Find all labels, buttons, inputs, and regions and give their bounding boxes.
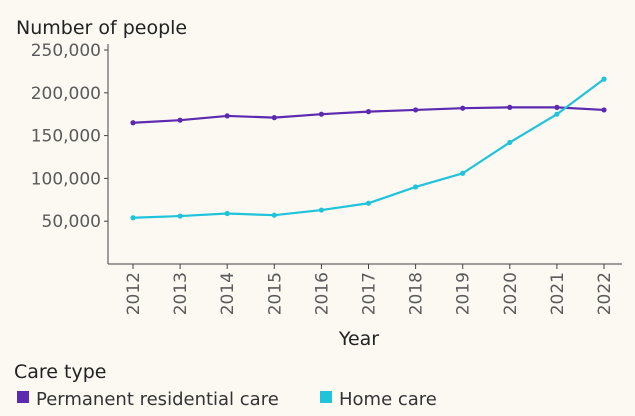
y-tick-label: 150,000 [31, 127, 101, 147]
data-point [460, 170, 466, 176]
x-tick-label: 2017 [360, 272, 380, 315]
data-point [507, 104, 513, 110]
data-point [130, 215, 136, 221]
series-line-1 [132, 78, 605, 219]
data-point [413, 184, 419, 190]
x-axis-ticks: 2012 2013 2014 2015 2016 2017 2018 2019 2020 2021… [124, 264, 615, 315]
y-axis-ticks: 50,000 100,000 150,000 200,000 250,000 [31, 41, 108, 232]
y-tick-label: 250,000 [31, 41, 101, 61]
y-tick-label: 200,000 [31, 84, 101, 104]
data-point [601, 107, 607, 113]
data-point [271, 212, 277, 218]
legend: Permanent residential care Home care [17, 389, 437, 410]
x-tick-label: 2018 [407, 272, 427, 315]
x-tick-label: 2013 [171, 272, 191, 315]
data-point [460, 105, 466, 111]
legend-label: Permanent residential care [36, 389, 279, 410]
x-tick-label: 2016 [312, 272, 332, 315]
y-axis-title: Number of people [16, 17, 187, 39]
x-tick-label: 2019 [454, 272, 474, 315]
legend-title: Care type [14, 361, 106, 383]
data-point [130, 120, 136, 126]
data-point [507, 139, 513, 146]
y-tick-label: 50,000 [42, 212, 101, 232]
y-tick-label: 100,000 [31, 169, 101, 189]
data-point [177, 117, 183, 123]
series-group [130, 76, 607, 221]
data-point [601, 76, 607, 82]
data-point [554, 111, 560, 117]
x-tick-label: 2021 [548, 272, 568, 315]
data-point [365, 200, 372, 206]
data-point [365, 109, 372, 115]
data-point [318, 111, 324, 117]
x-tick-label: 2015 [265, 272, 285, 315]
data-point [318, 207, 324, 213]
x-tick-label: 2012 [124, 272, 144, 315]
data-point [413, 107, 419, 113]
x-tick-label: 2022 [595, 272, 615, 315]
data-point [224, 210, 230, 217]
legend-swatch [320, 391, 332, 403]
data-point [224, 113, 230, 119]
legend-label: Home care [339, 389, 437, 410]
x-axis-title: Year [338, 328, 379, 350]
legend-swatch [17, 391, 29, 403]
data-point [554, 104, 560, 110]
data-point [177, 213, 183, 219]
x-tick-label: 2020 [501, 272, 521, 315]
x-tick-label: 2014 [218, 272, 238, 315]
data-point [271, 115, 277, 121]
